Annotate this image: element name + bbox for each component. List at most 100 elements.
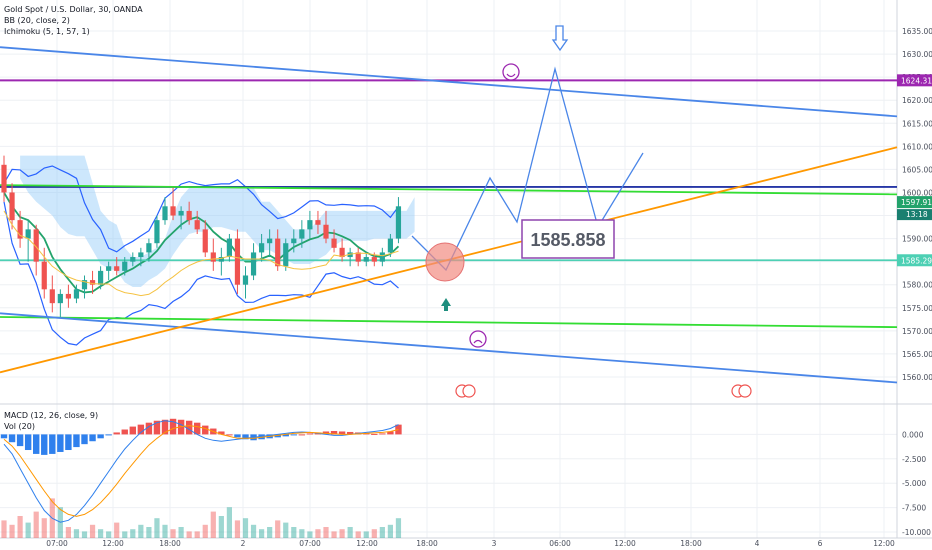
time-tick-label: 12:00 bbox=[873, 539, 895, 548]
candle-body bbox=[291, 238, 297, 244]
price-tick-label: 1610.000 bbox=[902, 142, 932, 151]
macd-hist-bar bbox=[234, 434, 241, 438]
candle-body bbox=[65, 293, 71, 299]
candle-body bbox=[57, 293, 63, 304]
ichimoku-cloud bbox=[20, 155, 415, 287]
price-tick-label: 1575.000 bbox=[902, 304, 932, 313]
macd-hist-bar bbox=[346, 431, 354, 435]
price-tick-label: 1615.000 bbox=[902, 119, 932, 128]
volume-bar bbox=[355, 531, 361, 538]
legend-bb[interactable]: BB (20, close, 2) bbox=[4, 16, 70, 25]
candle-body bbox=[307, 220, 313, 230]
sad-face-icon bbox=[469, 330, 487, 348]
macd-hist-bar bbox=[298, 434, 306, 436]
candle-body bbox=[49, 289, 55, 304]
volume-bar bbox=[186, 531, 192, 538]
event-marker-icon bbox=[462, 384, 476, 398]
macd-hist-bar bbox=[8, 434, 16, 443]
volume-bar bbox=[275, 520, 281, 538]
countdown-tag bbox=[897, 209, 932, 221]
macd-hist-bar bbox=[41, 434, 48, 455]
candle-body bbox=[9, 192, 15, 221]
macd-hist-bar bbox=[81, 434, 88, 445]
volume-bar bbox=[387, 524, 393, 538]
price-tick-label: 1565.000 bbox=[902, 350, 932, 359]
candles bbox=[1, 155, 402, 317]
volume-bar bbox=[299, 529, 305, 538]
volume-bar bbox=[41, 518, 47, 538]
volume-bar bbox=[371, 529, 377, 538]
volume-bar bbox=[146, 527, 152, 538]
macd-hist-bar bbox=[330, 430, 338, 435]
macd-hist-bar bbox=[57, 434, 64, 452]
candle-body bbox=[178, 210, 184, 216]
price-tag-label: 1624.316 bbox=[901, 76, 932, 85]
candle-body bbox=[194, 220, 200, 230]
candle-body bbox=[154, 220, 160, 244]
macd-hist-bar bbox=[379, 433, 386, 435]
volume-bar bbox=[106, 531, 112, 538]
volume-bar bbox=[162, 524, 168, 538]
candle-body bbox=[138, 252, 144, 258]
candle-body bbox=[371, 257, 377, 262]
time-tick-label: 07:00 bbox=[46, 539, 68, 548]
level-green-lower bbox=[0, 316, 898, 329]
bb-upper bbox=[3, 165, 399, 253]
price-tag bbox=[897, 196, 932, 209]
volume-bar bbox=[331, 531, 337, 538]
candle-body bbox=[218, 257, 224, 262]
volume-bar bbox=[218, 516, 224, 538]
legend-macd[interactable]: MACD (12, 26, close, 9) bbox=[4, 411, 99, 420]
macd-hist-bar bbox=[338, 431, 346, 435]
legend-ichimoku[interactable]: Ichimoku (5, 1, 57, 1) bbox=[4, 27, 90, 36]
candle-body bbox=[81, 280, 88, 290]
main-legend: Gold Spot / U.S. Dollar, 30, OANDA BB (2… bbox=[4, 4, 143, 37]
annotation-box bbox=[521, 219, 615, 259]
time-tick-label: 12:00 bbox=[102, 539, 124, 548]
volume-bar bbox=[307, 531, 313, 538]
macd-hist-bar bbox=[387, 431, 394, 435]
volume-bar bbox=[178, 527, 184, 538]
macd-hist-bar bbox=[169, 418, 177, 435]
volume-bar bbox=[25, 522, 31, 538]
volume-bar bbox=[170, 529, 176, 538]
volume-bar bbox=[138, 524, 144, 538]
price-tag bbox=[897, 74, 932, 87]
volume-bar bbox=[210, 511, 216, 538]
macd-hist-bar bbox=[363, 433, 370, 435]
candle-body bbox=[170, 206, 176, 216]
macd-line bbox=[3, 420, 399, 523]
volume-bar bbox=[323, 527, 329, 538]
smiley-mouth bbox=[506, 73, 516, 78]
macd-hist-bar bbox=[113, 432, 120, 435]
macd-hist-bar bbox=[306, 433, 314, 435]
candle-body bbox=[210, 252, 216, 262]
volume-bar bbox=[154, 518, 160, 538]
candle-body bbox=[186, 210, 192, 221]
macd-hist-bar bbox=[290, 434, 297, 436]
candle-body bbox=[259, 243, 265, 253]
volume-bar bbox=[291, 527, 297, 538]
candle-body bbox=[1, 164, 7, 193]
highlight-circle bbox=[425, 242, 465, 282]
legend-vol[interactable]: Vol (20) bbox=[4, 422, 35, 431]
macd-tick-label: -2.500 bbox=[902, 455, 926, 464]
volume-bar bbox=[267, 527, 273, 538]
price-tag bbox=[897, 254, 932, 267]
price-tick-label: 1630.000 bbox=[902, 50, 932, 59]
smiley-icon bbox=[502, 63, 520, 81]
candle-body bbox=[122, 261, 128, 271]
legend-symbol[interactable]: Gold Spot / U.S. Dollar, 30, OANDA bbox=[4, 5, 143, 14]
price-tick-label: 1580.000 bbox=[902, 281, 932, 290]
channel-lower bbox=[0, 312, 898, 384]
volume-bar bbox=[1, 520, 7, 538]
price-tick-label: 1560.000 bbox=[902, 373, 932, 382]
time-tick-label: 06:00 bbox=[549, 539, 571, 548]
candle-body bbox=[242, 275, 249, 285]
volume-bar bbox=[363, 531, 369, 538]
countdown-label: 13:18 bbox=[906, 210, 928, 219]
ichimoku-lagging bbox=[3, 210, 399, 297]
macd-hist-bar bbox=[185, 420, 193, 435]
